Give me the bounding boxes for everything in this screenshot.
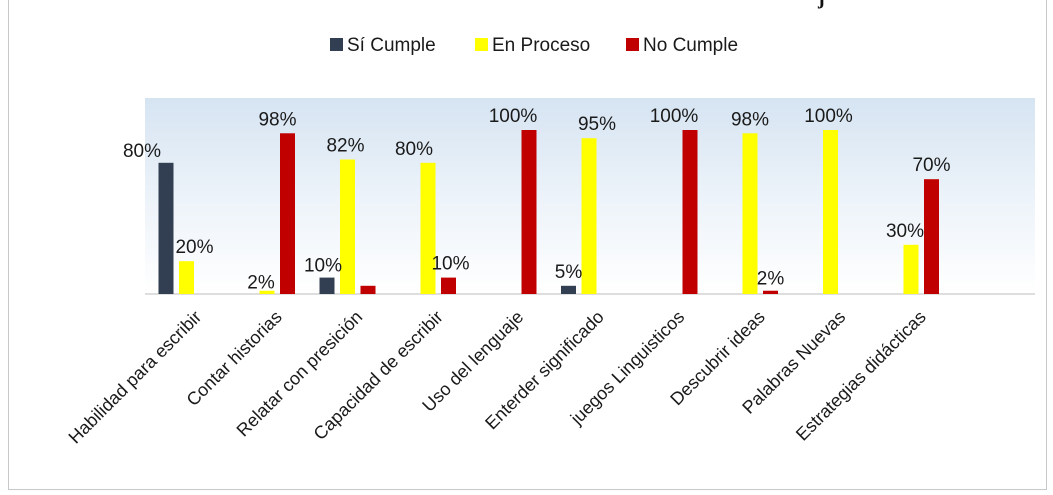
bar-2-2 <box>360 285 376 294</box>
chart-frame <box>8 0 1047 490</box>
legend-swatch-1 <box>475 38 488 51</box>
bars-group <box>158 130 939 294</box>
legend-label-1: En Proceso <box>492 35 590 56</box>
legend: Sí Cumple En Proceso No Cumple <box>330 35 738 56</box>
category-label-3: Capacidad de escribir <box>310 307 447 444</box>
value-label-0-1: 20% <box>175 237 213 258</box>
bar-7-1 <box>742 133 758 294</box>
value-label-1-2: 98% <box>258 109 296 130</box>
bar-7-2 <box>763 290 778 294</box>
value-label-9-1: 30% <box>886 221 924 242</box>
header-fragment: j <box>817 0 825 9</box>
legend-label-2: No Cumple <box>643 35 738 56</box>
value-label-2-1: 82% <box>326 136 364 157</box>
bar-8-1 <box>823 130 838 294</box>
value-label-6-2: 100% <box>650 106 699 127</box>
value-labels-group: 80% 20% 2% 98% 10% 82% 80% 10% 100% 5% 95% 100% 98% 2… <box>123 106 951 294</box>
legend-label-0: Sí Cumple <box>347 35 436 56</box>
value-label-7-2: 2% <box>757 269 785 290</box>
legend-swatch-2 <box>626 38 639 51</box>
bar-1-1 <box>259 290 275 294</box>
value-label-1-1: 2% <box>247 273 275 294</box>
bar-6-2 <box>682 130 698 294</box>
bar-5-0 <box>561 285 576 294</box>
bar-9-2 <box>924 179 939 294</box>
value-label-3-1: 80% <box>395 139 433 160</box>
value-label-4-2: 100% <box>489 106 538 127</box>
value-label-5-1: 95% <box>578 114 616 135</box>
category-label-0: Habilidad para escribir <box>65 307 206 448</box>
value-label-2-0: 10% <box>304 256 342 277</box>
bar-4-2 <box>521 130 537 294</box>
bar-2-0 <box>319 277 335 294</box>
bar-0-0 <box>158 162 174 294</box>
value-label-5-0: 5% <box>555 262 583 283</box>
category-label-9: Estrategias didácticas <box>792 307 930 445</box>
bar-3-1 <box>420 162 436 294</box>
value-label-0-0: 80% <box>123 141 161 162</box>
bar-9-1 <box>903 244 919 294</box>
value-label-3-2: 10% <box>431 254 469 275</box>
bar-0-1 <box>179 261 194 294</box>
value-label-8-1: 100% <box>804 106 853 127</box>
value-label-7-1: 98% <box>731 109 769 130</box>
bar-3-2 <box>441 277 456 294</box>
bar-2-1 <box>340 159 355 294</box>
legend-swatch-0 <box>330 38 343 51</box>
bar-1-2 <box>280 133 295 294</box>
value-label-9-2: 70% <box>912 155 950 176</box>
bar-5-1 <box>581 138 597 294</box>
